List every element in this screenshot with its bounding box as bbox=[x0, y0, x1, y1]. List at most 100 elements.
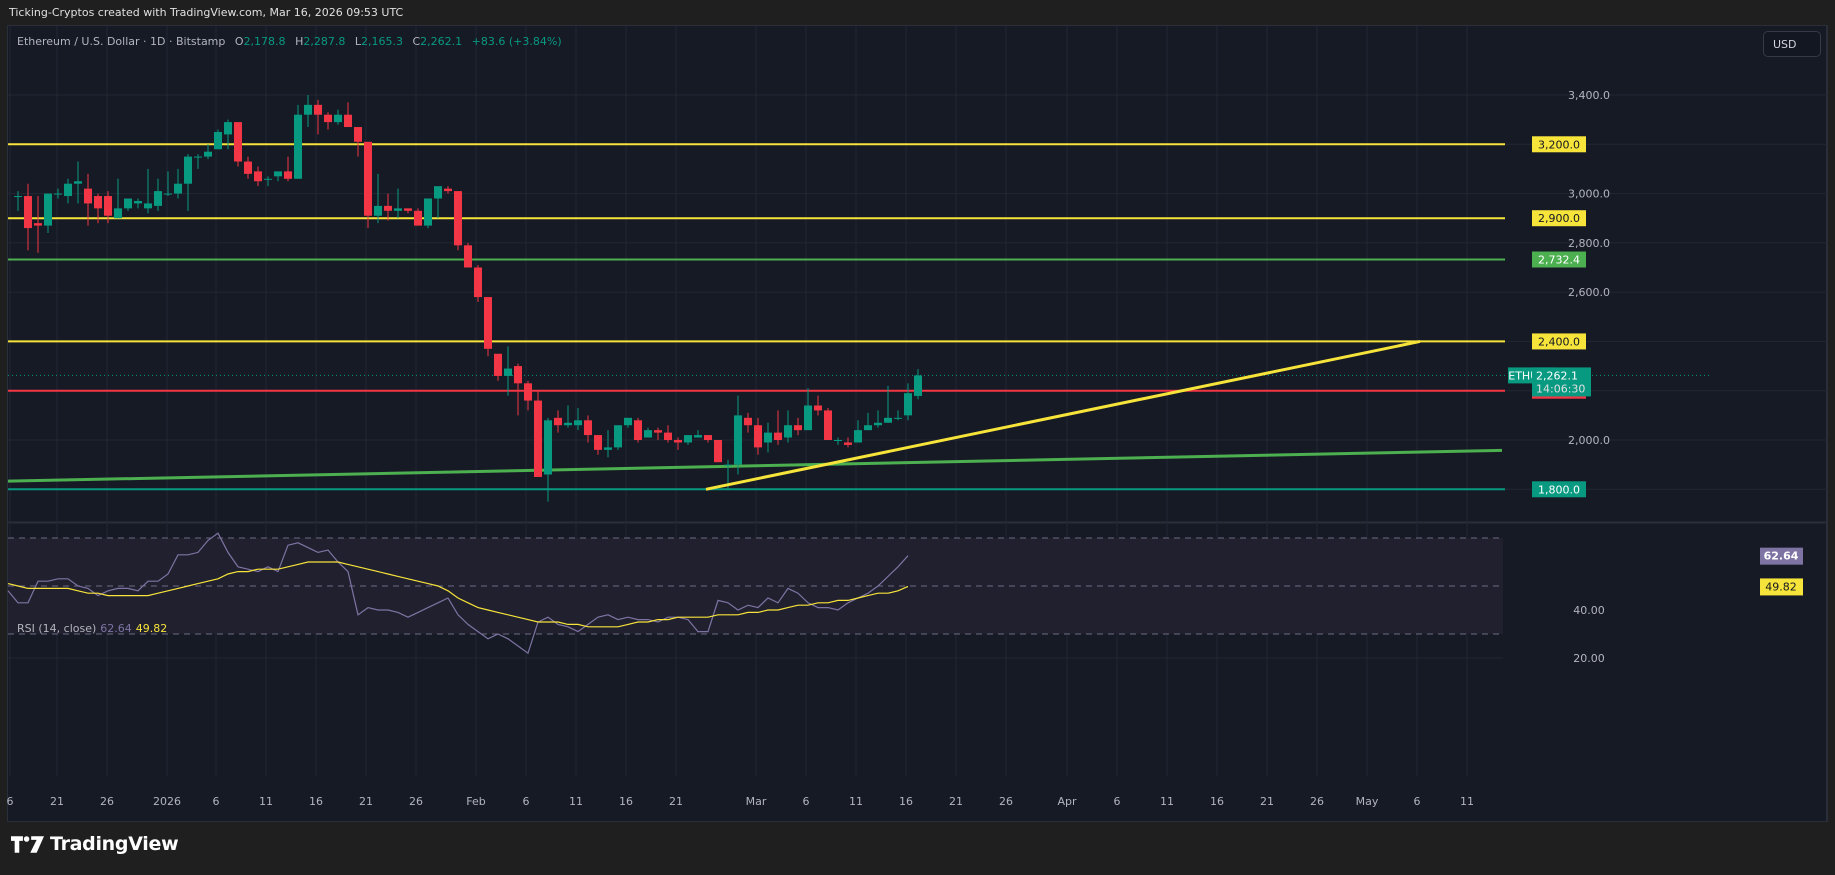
high-value: 2,287.8 bbox=[303, 35, 346, 48]
date-tick-label: Feb bbox=[466, 795, 485, 808]
date-tick-label: 11 bbox=[259, 795, 273, 808]
candle-bullish bbox=[574, 420, 582, 426]
candle-bearish bbox=[744, 417, 752, 426]
candle-bearish bbox=[414, 210, 422, 226]
candle-bearish bbox=[324, 114, 332, 123]
date-tick-label: 26 bbox=[999, 795, 1013, 808]
candle-bullish bbox=[504, 368, 512, 376]
candle-bearish bbox=[454, 191, 462, 246]
candle-bullish bbox=[424, 198, 432, 226]
currency-button[interactable]: USD bbox=[1763, 31, 1821, 57]
date-tick-label: 21 bbox=[949, 795, 963, 808]
date-tick-label: 21 bbox=[669, 795, 683, 808]
rising-support-trendline[interactable] bbox=[705, 339, 1421, 491]
candle-bearish bbox=[534, 400, 542, 477]
long-support-trendline[interactable] bbox=[7, 448, 1503, 483]
candle-bullish bbox=[264, 178, 272, 180]
rsi-line bbox=[7, 532, 909, 655]
time-axis[interactable] bbox=[8, 777, 1827, 821]
date-tick-label: 11 bbox=[1160, 795, 1174, 808]
candle-bullish bbox=[644, 430, 652, 438]
candle-bullish bbox=[764, 432, 772, 443]
level-price-badge bbox=[1532, 251, 1586, 268]
open-value: 2,178.8 bbox=[243, 35, 286, 48]
candle-bullish bbox=[274, 171, 282, 177]
candle-bullish bbox=[144, 203, 152, 209]
candle-bearish bbox=[314, 104, 322, 115]
price-tick-label: 2,000.0 bbox=[1568, 434, 1610, 447]
candle-bearish bbox=[474, 267, 482, 298]
close-value: 2,262.1 bbox=[420, 35, 463, 48]
candle-bearish bbox=[284, 171, 292, 179]
candle-bullish bbox=[174, 183, 182, 194]
candle-bearish bbox=[84, 188, 92, 204]
price-pane[interactable] bbox=[8, 26, 1827, 522]
candle-bullish bbox=[64, 183, 72, 197]
candle-bullish bbox=[154, 191, 162, 206]
rsi-title: RSI (14, close) bbox=[17, 622, 97, 635]
candle-bullish bbox=[114, 208, 122, 219]
candle-bullish bbox=[624, 417, 632, 426]
candle-bullish bbox=[14, 196, 22, 198]
candle-bullish bbox=[734, 415, 742, 465]
candle-bearish bbox=[94, 196, 102, 209]
date-tick-label: 16 bbox=[1210, 795, 1224, 808]
candle-bearish bbox=[344, 114, 352, 128]
date-tick-label: 16 bbox=[899, 795, 913, 808]
candle-bullish bbox=[224, 122, 232, 135]
candle-bullish bbox=[834, 440, 842, 442]
candle-bullish bbox=[44, 193, 52, 226]
candle-bearish bbox=[704, 435, 712, 441]
rsi-ma-line bbox=[7, 561, 909, 628]
candle-bullish bbox=[864, 425, 872, 431]
date-tick-label: 6 bbox=[1114, 795, 1121, 808]
level-price-label: 2,900.0 bbox=[1538, 212, 1580, 225]
date-tick-label: 2026 bbox=[153, 795, 181, 808]
candle-bullish bbox=[184, 156, 192, 184]
candle-bearish bbox=[554, 417, 562, 426]
candle-bullish bbox=[884, 417, 892, 423]
low-label: L bbox=[354, 35, 361, 48]
candle-bullish bbox=[394, 208, 402, 211]
candle-bullish bbox=[74, 181, 82, 184]
candle-bullish bbox=[54, 193, 62, 195]
rsi-tick-label: 40.00 bbox=[1573, 604, 1605, 617]
level-price-badge bbox=[1532, 136, 1586, 153]
candle-bullish bbox=[194, 156, 202, 158]
date-tick-label: 6 bbox=[213, 795, 220, 808]
date-tick-label: Apr bbox=[1057, 795, 1077, 808]
candle-bearish bbox=[104, 196, 112, 216]
date-tick-label: 21 bbox=[50, 795, 64, 808]
candle-bullish bbox=[214, 131, 222, 150]
candle-bullish bbox=[544, 420, 552, 475]
high-label: H bbox=[295, 35, 304, 48]
candle-bullish bbox=[724, 464, 732, 466]
candle-bullish bbox=[604, 447, 612, 450]
candle-bullish bbox=[294, 114, 302, 179]
candle-bullish bbox=[694, 435, 702, 438]
tradingview-logo-text: TradingView bbox=[50, 833, 179, 855]
rsi-ma-badge bbox=[1760, 578, 1803, 596]
candle-bullish bbox=[434, 186, 442, 199]
date-tick-label: 16 bbox=[619, 795, 633, 808]
tradingview-logo[interactable]: TradingView bbox=[11, 833, 179, 855]
level-price-badge bbox=[1532, 210, 1586, 227]
candle-bearish bbox=[634, 420, 642, 441]
level-price-label: 2,400.0 bbox=[1538, 335, 1580, 348]
candle-bearish bbox=[814, 405, 822, 411]
candle-bullish bbox=[784, 425, 792, 438]
candle-bullish bbox=[874, 422, 882, 426]
candle-bearish bbox=[254, 171, 262, 182]
candle-bearish bbox=[794, 425, 802, 431]
date-tick-label: 11 bbox=[569, 795, 583, 808]
open-label: O bbox=[234, 35, 244, 48]
candle-bearish bbox=[844, 442, 852, 445]
level-price-label: 1,800.0 bbox=[1538, 483, 1580, 496]
level-price-badge bbox=[1532, 481, 1586, 498]
candle-bullish bbox=[374, 205, 382, 216]
candle-bearish bbox=[674, 440, 682, 443]
candle-bearish bbox=[464, 245, 472, 268]
candle-bullish bbox=[904, 393, 912, 416]
candle-bullish bbox=[564, 422, 572, 426]
